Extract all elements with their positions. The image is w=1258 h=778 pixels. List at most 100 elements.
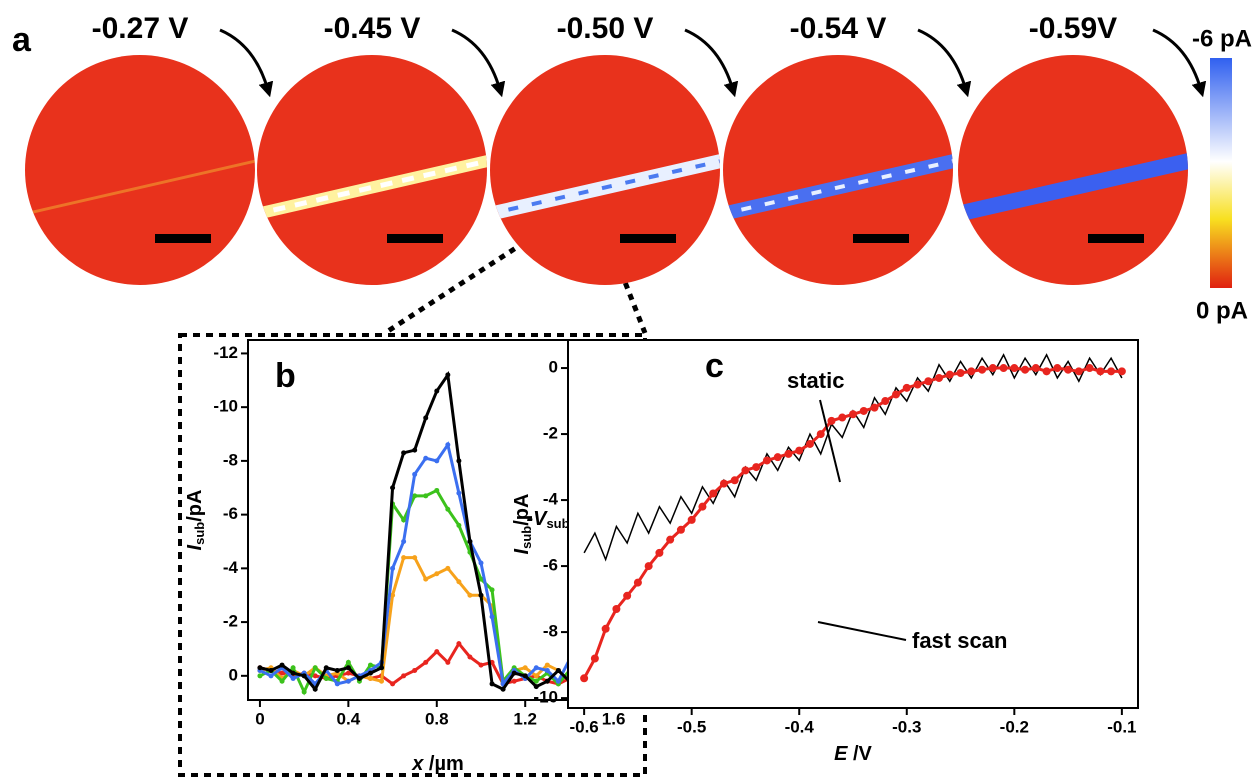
data-point — [967, 367, 975, 375]
x-axis-label: x /µm — [411, 753, 464, 775]
figure: a -6 pA 0 pA -0.27 V-0.45 V-0.50 V-0.54 … — [0, 0, 1258, 778]
y-tick-label: -8 — [223, 450, 238, 469]
data-point — [1086, 364, 1094, 372]
data-point — [379, 679, 384, 684]
y-tick-label: -2 — [543, 424, 558, 443]
x-axis-label: E /V — [834, 743, 872, 765]
data-point — [645, 562, 653, 570]
data-point — [257, 665, 262, 670]
y-tick-label: -2 — [223, 612, 238, 631]
data-point — [655, 549, 663, 557]
x-tick-label: -0.2 — [1000, 717, 1029, 736]
scale-bar — [853, 234, 909, 243]
data-point — [688, 516, 696, 524]
label-unit: /V — [847, 743, 872, 765]
data-point — [935, 374, 943, 382]
data-point — [1043, 367, 1051, 375]
data-point — [752, 463, 760, 471]
data-point — [434, 649, 439, 654]
data-point — [677, 526, 685, 534]
data-point — [774, 453, 782, 461]
data-point — [1053, 364, 1061, 372]
data-point — [871, 404, 879, 412]
data-point — [612, 605, 620, 613]
data-point — [335, 681, 340, 686]
data-point — [763, 456, 771, 464]
data-point — [456, 579, 461, 584]
y-tick-label: 0 — [549, 358, 558, 377]
data-point — [623, 592, 631, 600]
scale-bar — [1088, 234, 1144, 243]
y-tick-label: -6 — [543, 556, 558, 575]
label-subscript: sub — [519, 526, 534, 549]
scale-bar — [155, 234, 211, 243]
data-point — [556, 668, 561, 673]
data-point — [280, 663, 285, 668]
label-symbol: x — [411, 753, 424, 775]
data-point — [512, 679, 517, 684]
arrow — [918, 30, 966, 90]
data-point — [467, 655, 472, 660]
data-point — [591, 654, 599, 662]
data-point — [490, 587, 495, 592]
scale-bar — [387, 234, 443, 243]
data-point — [257, 673, 262, 678]
label-subscript: sub — [192, 522, 207, 545]
arrow — [452, 30, 500, 90]
arrow — [685, 30, 733, 90]
colorbar-top: -6 pA — [1192, 25, 1252, 52]
data-point — [313, 687, 318, 692]
data-point — [849, 410, 857, 418]
data-point — [989, 364, 997, 372]
data-point — [291, 671, 296, 676]
data-point — [490, 681, 495, 686]
data-point — [412, 668, 417, 673]
panel-label: a — [12, 21, 32, 59]
data-point — [434, 389, 439, 394]
data-point — [291, 676, 296, 681]
x-tick-label: -0.6 — [569, 717, 598, 736]
y-tick-label: 0 — [229, 665, 238, 684]
plot-frame — [568, 340, 1138, 708]
annotation: static — [787, 368, 844, 393]
data-point — [1021, 366, 1029, 374]
x-tick-label: -0.4 — [785, 717, 815, 736]
panel-label: b — [275, 357, 296, 395]
data-point — [445, 372, 450, 377]
data-point — [602, 625, 610, 633]
data-point — [302, 689, 307, 694]
data-point — [1010, 364, 1018, 372]
data-point — [1064, 366, 1072, 374]
data-point — [545, 668, 550, 673]
data-point — [860, 407, 868, 415]
x-tick-label: 0.4 — [337, 709, 361, 728]
x-tick-label: -0.5 — [677, 717, 706, 736]
data-point — [346, 660, 351, 665]
y-tick-label: -4 — [543, 490, 559, 509]
y-axis-label: Isub/pA — [184, 490, 207, 551]
data-point — [534, 665, 539, 670]
data-point — [1118, 367, 1126, 375]
data-point — [634, 579, 642, 587]
data-point — [903, 384, 911, 392]
data-point — [580, 674, 588, 682]
y-tick-label: -12 — [213, 343, 238, 362]
data-point — [881, 397, 889, 405]
data-point — [478, 560, 483, 565]
label-subscript: sub — [546, 516, 569, 531]
data-point — [268, 668, 273, 673]
y-tick-label: -8 — [543, 622, 558, 641]
x-tick-label: 1.6 — [602, 709, 626, 728]
data-point — [445, 442, 450, 447]
data-point — [412, 555, 417, 560]
data-point — [1000, 364, 1008, 372]
data-point — [523, 665, 528, 670]
data-point — [423, 660, 428, 665]
data-point — [324, 665, 329, 670]
data-point — [324, 676, 329, 681]
data-point — [412, 448, 417, 453]
data-point — [379, 665, 384, 670]
data-point — [957, 369, 965, 377]
data-point — [946, 371, 954, 379]
data-point — [806, 440, 814, 448]
